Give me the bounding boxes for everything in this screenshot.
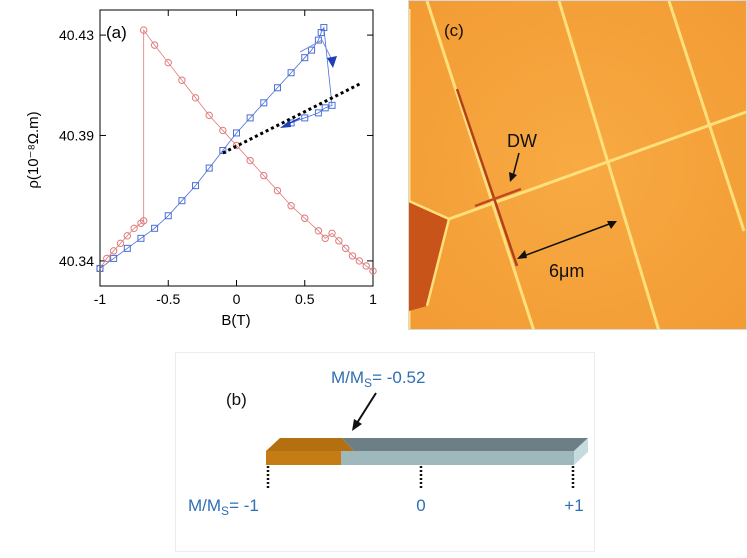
data-point-square xyxy=(260,99,268,107)
data-point-square xyxy=(314,109,322,117)
dark-domain-wall xyxy=(455,88,519,267)
data-point-square xyxy=(123,244,131,252)
data-point-square xyxy=(301,54,309,62)
data-point-circle xyxy=(246,156,254,165)
magnetization-bar: (b) M/MS= -0.52 M/MS= -1 0 +1 xyxy=(188,368,588,518)
data-point-square xyxy=(164,212,172,220)
data-point-circle xyxy=(103,254,111,263)
domain-wall-image: DW 6μm (c) xyxy=(409,1,746,329)
data-point-circle xyxy=(328,229,336,238)
data-point-circle xyxy=(355,257,364,265)
data-point-circle xyxy=(150,41,159,49)
sweep-arrow-left-icon xyxy=(280,117,301,128)
tick-label-right: +1 xyxy=(564,496,583,515)
x-tick-label: -1 xyxy=(94,291,107,307)
data-point-circle xyxy=(164,58,172,67)
sweep-arrow-down-icon xyxy=(299,39,337,68)
fit-line xyxy=(222,81,363,155)
data-point-square xyxy=(219,147,227,155)
data-point-square xyxy=(192,182,200,190)
data-point-circle xyxy=(348,252,357,260)
data-marks xyxy=(96,24,377,275)
image-background xyxy=(409,1,746,329)
data-point-square xyxy=(96,264,104,272)
data-point-square xyxy=(178,197,186,205)
magnetization-bar-panel: (b) M/MS= -0.52 M/MS= -1 0 +1 xyxy=(175,352,595,552)
x-tick-label: 0.5 xyxy=(295,291,315,307)
data-point-circle xyxy=(335,237,343,245)
resistivity-chart: -1 -0.5 0 0.5 1 40.34 40.39 40.43 (a) B(T) ρ(10… xyxy=(25,9,377,329)
data-point-square xyxy=(233,129,240,137)
data-point-square xyxy=(205,164,213,172)
panel-c-label: (c) xyxy=(444,21,464,40)
x-tick-label: 0 xyxy=(233,291,241,307)
panel-b-label: (b) xyxy=(226,390,247,409)
bar-domain-orange xyxy=(266,451,341,465)
data-point-circle xyxy=(116,239,125,248)
data-point-circle xyxy=(287,202,295,210)
axis-ticks: -1 -0.5 0 0.5 1 40.34 40.39 40.43 xyxy=(59,10,377,307)
annotation-arrow-icon xyxy=(352,392,377,431)
domain-wall-image-panel: DW 6μm (c) xyxy=(408,0,747,330)
data-point-square xyxy=(287,69,295,77)
data-point-square xyxy=(273,84,281,92)
data-point-circle xyxy=(178,76,186,84)
series-line-0 xyxy=(99,28,374,272)
data-point-square xyxy=(110,254,118,262)
data-point-circle xyxy=(191,94,200,102)
data-point-circle xyxy=(301,214,309,222)
series-line-1 xyxy=(99,26,333,269)
width-label: 6μm xyxy=(549,261,584,281)
data-point-square xyxy=(308,46,316,54)
y-tick-label: 40.34 xyxy=(59,253,94,269)
bar-top-grey xyxy=(342,438,588,451)
data-point-circle xyxy=(314,227,323,235)
x-axis-label: B(T) xyxy=(221,312,250,329)
bar-domain-grey xyxy=(341,451,574,465)
width-double-arrow-icon xyxy=(517,221,617,259)
data-point-square xyxy=(137,234,145,242)
data-point-circle xyxy=(260,171,268,180)
x-tick-label: 1 xyxy=(369,291,377,307)
panel-a-label: (a) xyxy=(106,23,127,42)
tick-label-center: 0 xyxy=(416,496,425,515)
dark-wall-segment xyxy=(474,187,522,208)
x-tick-label: -0.5 xyxy=(156,291,180,307)
data-point-square xyxy=(246,114,254,122)
data-point-circle xyxy=(109,247,118,255)
data-point-circle xyxy=(219,126,227,135)
data-point-circle xyxy=(273,186,282,195)
data-point-circle xyxy=(342,244,350,253)
resistivity-chart-panel: -1 -0.5 0 0.5 1 40.34 40.39 40.43 (a) B(T) ρ(10… xyxy=(0,0,390,330)
data-point-square xyxy=(301,114,309,122)
dark-region xyxy=(409,201,449,311)
data-point-circle xyxy=(362,262,370,270)
y-tick-label: 40.39 xyxy=(59,127,94,143)
data-point-circle xyxy=(205,111,213,120)
data-point-circle xyxy=(369,267,377,275)
bar-end-face xyxy=(574,438,588,465)
top-annotation: M/MS= -0.52 xyxy=(331,368,425,390)
y-tick-label: 40.43 xyxy=(59,27,94,43)
y-axis-label: ρ(10⁻⁸Ω.m) xyxy=(25,111,42,188)
domain-lines xyxy=(409,1,746,329)
data-lines xyxy=(99,26,374,272)
linear-fit xyxy=(222,81,363,155)
dw-label: DW xyxy=(507,131,537,151)
bar-top-orange xyxy=(266,438,354,451)
data-point-square xyxy=(151,224,159,232)
data-point-square xyxy=(321,104,329,112)
data-point-circle xyxy=(123,232,132,240)
dw-pointer xyxy=(512,152,520,177)
tick-label-left: M/MS= -1 xyxy=(188,496,259,518)
data-point-circle xyxy=(130,224,138,232)
data-point-circle xyxy=(321,234,329,243)
plot-frame xyxy=(99,9,374,287)
